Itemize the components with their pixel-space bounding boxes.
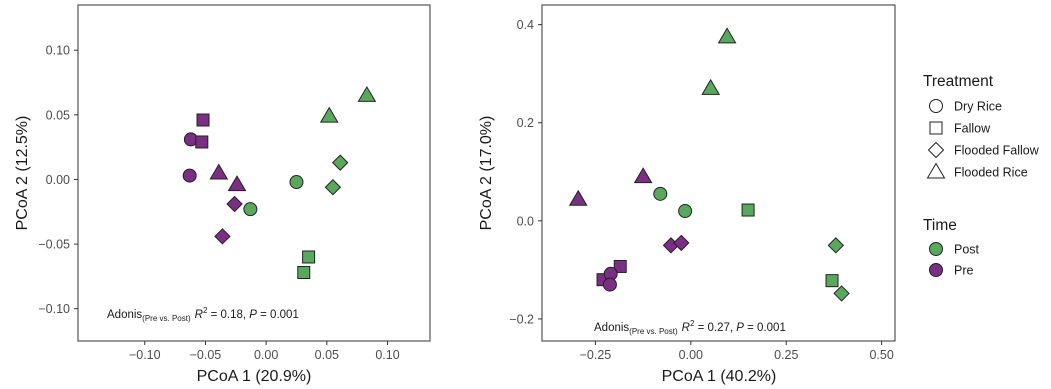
pcoa-plot-right: −0.25 0.00 0.25 0.50 −0.2 0.0 0.2 0.4 PCoA 1 (… <box>478 4 896 385</box>
y-axis-title-right: PCoA 2 (17.0%) <box>478 116 495 231</box>
plot-panel-right <box>541 4 896 342</box>
scatter-point <box>196 113 210 127</box>
x-tick-label: −0.05 <box>190 348 222 362</box>
y-axis-title-left: PCoA 2 (12.5%) <box>14 116 31 231</box>
scatter-point <box>673 234 690 252</box>
scatter-point <box>243 202 258 217</box>
scatter-point <box>209 163 229 180</box>
scatter-point <box>357 85 377 102</box>
legend-title-treatment: Treatment <box>923 73 994 90</box>
plot-panel-left <box>77 4 431 342</box>
x-axis-ticks-left: −0.10 −0.05 0.00 0.05 0.10 <box>129 341 400 362</box>
legend-key-color-icon <box>929 263 943 277</box>
scatter-point <box>568 189 588 206</box>
legend-label: Dry Rice <box>954 100 1002 114</box>
adonis-annotation-left: Adonis(Pre vs. Post) R2 = 0.18, P = 0.001 <box>107 306 299 323</box>
scatter-point <box>289 175 304 190</box>
legend-key-square-icon <box>929 121 943 135</box>
legend-title-time: Time <box>923 217 957 234</box>
scatter-point <box>833 285 850 302</box>
legend-time-items: Post Pre <box>929 242 980 278</box>
scatter-point <box>214 228 231 245</box>
legend-key-diamond-icon <box>927 141 945 159</box>
legend: Treatment Dry Rice Fallow Flooded Fallow Fl… <box>923 73 1040 278</box>
y-tick-label: −0.05 <box>38 238 70 252</box>
y-axis-ticks-left: −0.10 −0.05 0.00 0.05 0.10 <box>38 44 78 316</box>
x-tick-label: 0.25 <box>774 348 798 362</box>
scatter-point <box>226 195 243 213</box>
x-axis-title-right: PCoA 1 (40.2%) <box>662 368 777 385</box>
scatter-point <box>613 259 627 273</box>
legend-label: Flooded Rice <box>954 166 1028 180</box>
scatter-point <box>717 27 737 44</box>
legend-treatment-items: Dry Rice Fallow Flooded Fallow Flooded Rice <box>926 99 1040 180</box>
scatter-point <box>297 266 311 280</box>
x-tick-label: −0.25 <box>580 348 612 362</box>
x-axis-title-left: PCoA 1 (20.9%) <box>197 368 312 385</box>
legend-label: Flooded Fallow <box>954 144 1040 158</box>
scatter-point <box>653 186 668 201</box>
legend-label: Post <box>954 243 980 257</box>
legend-key-color-icon <box>929 242 943 256</box>
scatter-point <box>227 175 247 192</box>
y-tick-label: 0.00 <box>46 173 70 187</box>
x-tick-label: −0.10 <box>129 348 161 362</box>
x-tick-label: 0.10 <box>375 348 399 362</box>
scatter-point <box>678 204 693 219</box>
x-axis-ticks-right: −0.25 0.00 0.25 0.50 <box>580 341 894 362</box>
scatter-point <box>701 78 721 95</box>
legend-key-circle-icon <box>929 99 943 113</box>
y-tick-label: 0.2 <box>517 116 534 130</box>
scatter-point <box>331 154 349 171</box>
scatter-point <box>602 277 617 292</box>
scatter-point <box>324 179 342 196</box>
x-tick-label: 0.00 <box>679 348 703 362</box>
scatter-point <box>302 250 316 264</box>
adonis-annotation-right: Adonis(Pre vs. Post) R2 = 0.27, P = 0.001 <box>594 319 786 336</box>
scatter-points-right <box>568 27 850 302</box>
scatter-point <box>195 135 209 149</box>
scatter-point <box>633 167 653 184</box>
scatter-point <box>827 237 845 254</box>
scatter-point <box>825 274 839 288</box>
pcoa-plot-left: −0.10 −0.05 0.00 0.05 0.10 −0.10 −0.05 0.00 0.0… <box>14 4 431 385</box>
y-tick-label: 0.05 <box>46 108 70 122</box>
y-tick-label: −0.2 <box>509 312 534 326</box>
y-axis-ticks-right: −0.2 0.0 0.2 0.4 <box>509 18 542 326</box>
y-tick-label: 0.10 <box>46 44 70 58</box>
scatter-point <box>182 168 197 183</box>
y-tick-label: −0.10 <box>38 302 70 316</box>
x-tick-label: 0.00 <box>254 348 278 362</box>
scatter-points-left <box>182 85 377 280</box>
x-tick-label: 0.05 <box>315 348 339 362</box>
legend-label: Pre <box>954 264 974 278</box>
x-tick-label: 0.50 <box>869 348 893 362</box>
legend-label: Fallow <box>954 122 991 136</box>
y-tick-label: 0.4 <box>517 18 534 32</box>
scatter-point <box>741 203 755 217</box>
y-tick-label: 0.0 <box>517 214 534 228</box>
legend-key-triangle-icon <box>926 162 946 179</box>
scatter-point <box>319 106 339 123</box>
